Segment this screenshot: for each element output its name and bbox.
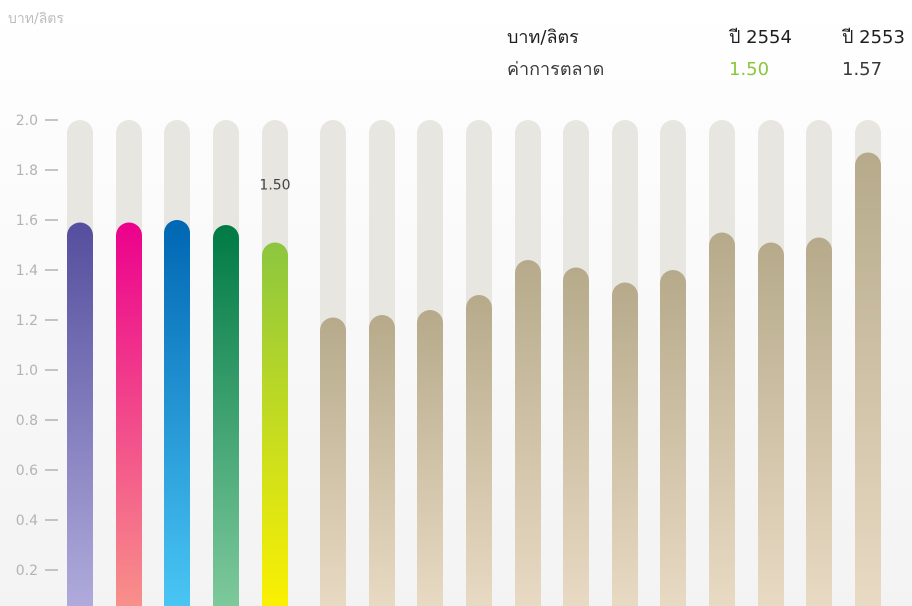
bar-2553-7 — [612, 282, 638, 606]
bar-2553-11 — [806, 237, 832, 606]
legend-header: บาท/ลิตร — [507, 27, 579, 48]
y-tick-label: 2.0 — [16, 113, 38, 129]
bar-2553-9 — [709, 232, 735, 606]
bar-2553-8 — [660, 270, 686, 606]
bar-2554-1 — [67, 222, 93, 606]
legend-value-2554: 1.50 — [729, 59, 770, 80]
y-tick-label: 0.6 — [16, 463, 38, 479]
y-tick-label: 0.4 — [16, 513, 38, 529]
legend-value-2553: 1.57 — [842, 59, 883, 80]
y-tick-label: 0.2 — [16, 563, 38, 579]
bar-2553-10 — [758, 242, 784, 606]
legend-column-2554: ปี 2554 — [729, 27, 792, 48]
bar-2553-5 — [515, 260, 541, 606]
bar-2554-5 — [262, 242, 288, 606]
bar-2554-2 — [116, 222, 142, 606]
bar-2553-3 — [417, 310, 443, 606]
legend-column-2553: ปี 2553 — [842, 27, 905, 48]
bar-2554-4 — [213, 225, 239, 606]
y-tick-label: 0.8 — [16, 413, 38, 429]
y-tick-label: 1.0 — [16, 363, 38, 379]
y-axis-unit-label: บาท/ลิตร — [8, 11, 64, 27]
bar-2553-6 — [563, 267, 589, 606]
bar-2554-3 — [164, 220, 190, 606]
bar-2553-4 — [466, 295, 492, 606]
legend-row-label: ค่าการตลาด — [507, 59, 605, 80]
bar-2553-12 — [855, 152, 881, 606]
bar-value-label: 1.50 — [259, 178, 290, 194]
bar-2553-1 — [320, 317, 346, 606]
y-tick-label: 1.2 — [16, 313, 38, 329]
bar-2553-2 — [369, 315, 395, 606]
y-tick-label: 1.6 — [16, 213, 38, 229]
y-tick-label: 1.4 — [16, 263, 38, 279]
y-tick-label: 1.8 — [16, 163, 38, 179]
